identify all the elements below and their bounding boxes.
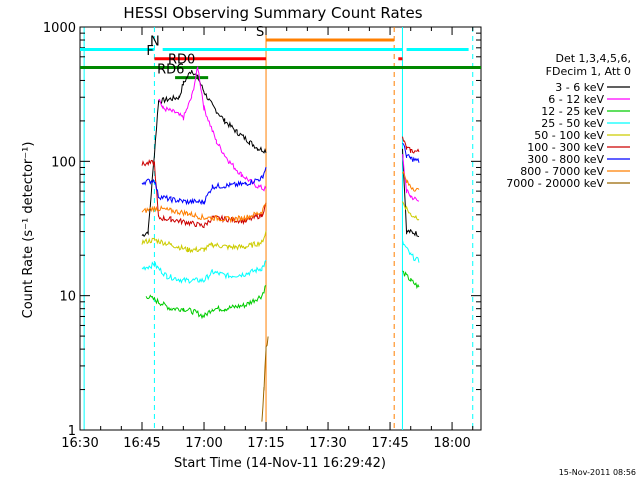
chart-title: HESSI Observing Summary Count Rates <box>123 4 422 22</box>
series-line-3-seg-1 <box>402 240 420 263</box>
x-tick-label-3: 17:15 <box>247 436 284 451</box>
legend-label-0: 3 - 6 keV <box>555 81 604 94</box>
legend-label-2: 12 - 25 keV <box>541 105 604 118</box>
series-line-7-seg-0 <box>141 202 267 224</box>
x-tick-label-2: 17:00 <box>185 436 222 451</box>
x-tick-label-0: 16:30 <box>61 436 98 451</box>
legend-header-2: FDecim 1, Att 0 <box>546 65 631 78</box>
y-tick-label-1: 10 <box>59 290 76 305</box>
series-line-3-seg-0 <box>141 259 267 284</box>
series-line-6-seg-1 <box>402 142 420 163</box>
flag-label-n: N <box>150 34 160 49</box>
series-line-8-seg-0 <box>261 336 269 422</box>
legend-label-3: 25 - 50 keV <box>541 117 604 130</box>
y-tick-label-0: 1 <box>68 424 76 439</box>
footer-timestamp: 15-Nov-2011 08:56 <box>559 468 636 477</box>
legend-label-1: 6 - 12 keV <box>548 93 604 106</box>
y-axis-label: Count Rate (s⁻¹ detector⁻¹) <box>21 142 36 319</box>
series-line-7-seg-1 <box>402 170 420 192</box>
x-tick-label-1: 16:45 <box>123 436 160 451</box>
legend-label-8: 7000 - 20000 keV <box>506 177 604 190</box>
series-line-6-seg-0 <box>141 166 267 206</box>
flag-label-f: F <box>146 44 153 59</box>
series-line-4-seg-1 <box>402 201 420 221</box>
flag-label-s: S <box>256 25 264 40</box>
x-axis-label: Start Time (14-Nov-11 16:29:42) <box>174 456 386 471</box>
legend-label-6: 300 - 800 keV <box>527 153 604 166</box>
series-line-0-seg-0 <box>141 69 267 238</box>
flag-label-rd0: RD0 <box>168 52 195 67</box>
legend-header-1: Det 1,3,4,5,6, <box>555 52 631 65</box>
series-line-4-seg-0 <box>141 230 267 254</box>
y-tick-label-2: 100 <box>51 155 76 170</box>
series-line-5-seg-1 <box>402 136 420 154</box>
series-line-1-seg-1 <box>402 154 420 202</box>
series-line-0-seg-1 <box>402 148 420 238</box>
series-line-2-seg-1 <box>402 270 420 290</box>
x-tick-label-6: 18:00 <box>433 436 470 451</box>
plot-frame <box>79 26 482 431</box>
legend-label-7: 800 - 7000 keV <box>520 165 604 178</box>
plot-area: 16:30 16:45 17:00 17:15 17:30 17:45 18:00 1 10 10… <box>43 21 630 451</box>
flag-label-rd6: RD6 <box>157 63 184 78</box>
legend-label-5: 100 - 300 keV <box>527 141 604 154</box>
series-line-2-seg-0 <box>145 285 267 320</box>
series-line-1-seg-0 <box>158 66 267 192</box>
x-tick-label-4: 17:30 <box>309 436 346 451</box>
y-tick-label-3: 1000 <box>43 21 76 36</box>
legend-label-4: 50 - 100 keV <box>534 129 604 142</box>
x-tick-label-5: 17:45 <box>371 436 408 451</box>
